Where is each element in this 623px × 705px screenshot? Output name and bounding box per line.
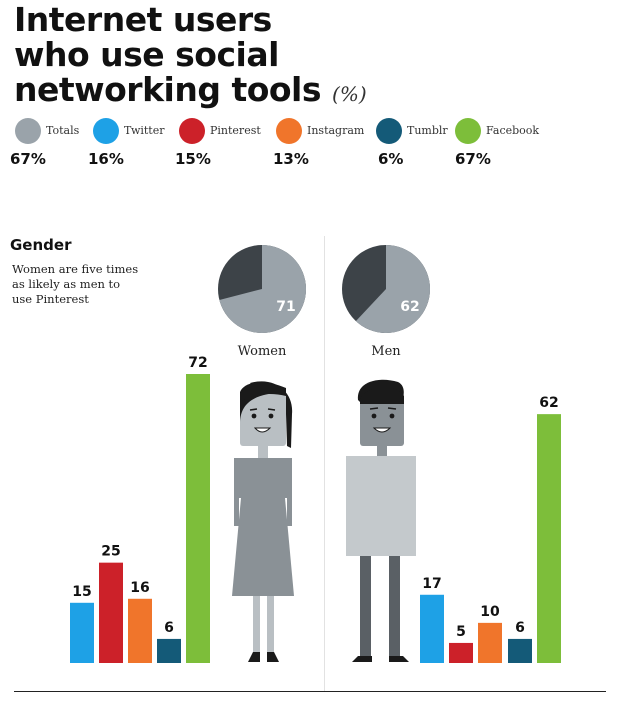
legend-label-tumblr: Tumblr — [407, 124, 448, 137]
bar-facebook — [186, 374, 210, 663]
bar-value-label: 17 — [422, 576, 441, 592]
pie-value-label: 62 — [400, 299, 419, 315]
bar-value-label: 72 — [188, 355, 207, 371]
bar-instagram — [128, 598, 152, 663]
bar-instagram — [478, 622, 502, 663]
section-note: Women are five times as likely as men to… — [12, 262, 139, 306]
legend-swatch-tumblr — [376, 118, 402, 144]
panel-divider — [324, 236, 325, 691]
legend-label-totals: Totals — [46, 124, 80, 137]
title-line-1: Internet users — [14, 0, 272, 39]
pie-slice-share — [219, 245, 306, 333]
legend-swatch-pinterest — [179, 118, 205, 144]
legend-value-facebook: 67% — [455, 150, 491, 168]
bar-twitter — [70, 602, 94, 663]
title-line-2: who use social — [14, 35, 279, 74]
man-figure-icon — [346, 379, 416, 662]
bar-pinterest — [449, 642, 473, 663]
pie-title-label: Men — [371, 344, 401, 359]
pie-value-label: 71 — [276, 299, 295, 315]
section-title: Gender — [10, 236, 72, 254]
bar-value-label: 62 — [539, 395, 558, 411]
legend-value-totals: 67% — [10, 150, 46, 168]
legend-label-pinterest: Pinterest — [210, 124, 261, 137]
legend-swatch-facebook — [455, 118, 481, 144]
chart-baseline — [14, 691, 606, 692]
legend-swatch-twitter — [93, 118, 119, 144]
legend-swatch-totals — [15, 118, 41, 144]
title-unit: (%) — [332, 82, 367, 106]
pie-slice-share — [355, 245, 430, 333]
legend: Totals 67% Twitter 16% Pinterest 15% Ins… — [0, 118, 623, 170]
bar-value-label: 10 — [480, 604, 500, 620]
bar-value-label: 6 — [515, 620, 525, 636]
bar-group-women: 15 25 16 6 72 — [70, 355, 210, 663]
woman-figure-icon — [232, 381, 294, 662]
pie-women: 71 Women — [218, 245, 306, 359]
legend-value-instagram: 13% — [273, 150, 309, 168]
legend-value-tumblr: 6% — [378, 150, 404, 168]
bar-value-label: 5 — [456, 624, 466, 640]
bar-twitter — [420, 594, 444, 663]
legend-swatch-instagram — [276, 118, 302, 144]
legend-label-instagram: Instagram — [307, 124, 365, 137]
legend-label-twitter: Twitter — [124, 124, 165, 137]
bar-tumblr — [157, 638, 181, 663]
legend-label-facebook: Facebook — [486, 124, 540, 137]
pie-title-label: Women — [238, 344, 287, 359]
bar-tumblr — [508, 638, 532, 663]
bar-value-label: 16 — [130, 580, 149, 596]
bar-value-label: 6 — [164, 620, 174, 636]
bar-pinterest — [99, 562, 123, 663]
pie-men: 62 Men — [342, 245, 430, 359]
bar-facebook — [537, 414, 561, 663]
bar-value-label: 25 — [101, 544, 120, 560]
bar-group-men: 17 5 10 6 62 — [420, 395, 561, 663]
bar-value-label: 15 — [72, 584, 91, 600]
legend-value-pinterest: 15% — [175, 150, 211, 168]
page-title: Internet users who use social networking… — [14, 2, 367, 112]
legend-value-twitter: 16% — [88, 150, 124, 168]
title-line-3: networking tools — [14, 70, 322, 109]
